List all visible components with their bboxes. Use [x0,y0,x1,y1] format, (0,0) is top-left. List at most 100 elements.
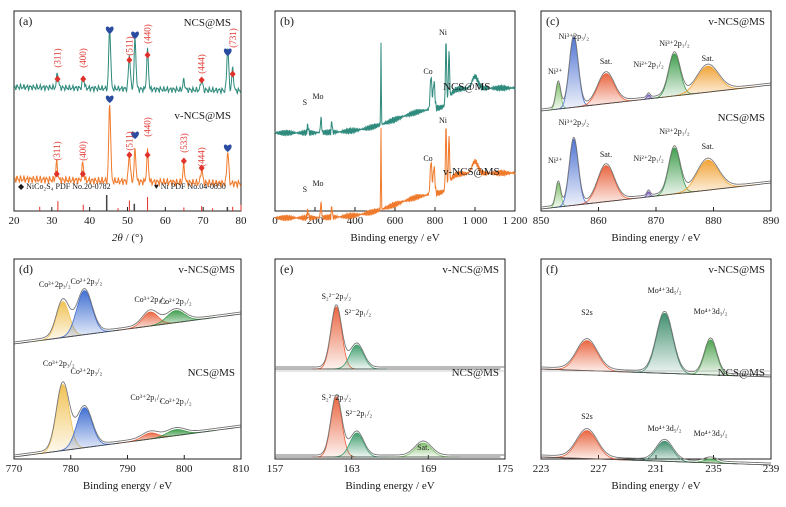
x-tick-label: 223 [533,463,550,475]
x-tick-label: 780 [63,463,80,475]
diamond-marker [180,157,187,165]
hkl-label: (731) [228,28,238,48]
component-label: S²⁻2p₁/₂ [344,308,371,317]
component-label: Sat. [600,57,612,66]
hkl-label: (440) [143,117,153,137]
element-label: Ni [439,116,448,125]
panel-c: (c) 850 860 870 880 890 Binding energy / eV v-N… [533,10,780,244]
heart-marker [223,48,232,56]
component-label: Ni²⁺2p₁/₂ [633,60,664,69]
hkl-label: (444) [197,54,207,74]
envelope-line [540,136,771,208]
envelope-line [541,310,771,376]
x-axis-label: Binding energy / eV [345,480,434,492]
plot-frame [274,258,506,460]
component-label: Mo⁴⁺3d₅/₂ [648,424,682,433]
baseline [540,84,772,112]
x-tick-label: 810 [233,463,250,475]
x-tick-label: 870 [648,215,665,227]
component-label: Co³⁺2p₁/₂ [130,393,162,402]
x-axis-label: Binding energy / eV [611,232,700,244]
heart-marker [131,131,139,139]
component-label: Co²⁺2p₁/₂ [160,297,192,306]
baseline [540,182,772,210]
x-tick-label: 800 [427,215,444,227]
hkl-label: (440) [143,24,153,44]
hkl-label: (311) [52,141,62,160]
plot-frame [274,10,516,212]
element-label: S [303,185,307,194]
component-label: Co²⁺2p₃/₂ [70,277,102,286]
component-label: Co³⁺2p₃/₂ [39,280,71,289]
baseline [13,313,242,345]
diamond-marker [53,170,60,178]
x-tick-label: 860 [590,215,607,227]
component-label: Ni³⁺2p₁/₂ [659,39,690,48]
x-tick-label: 890 [763,215,780,227]
element-label: Co [423,154,432,163]
x-axis-label: Binding energy / eV [350,232,439,244]
series-line [13,28,241,96]
component-label: Sat. [702,142,714,151]
panel-d: (d) 770 780 790 800 810 Binding energy / eV v-N… [6,258,250,492]
component-peak [627,312,702,375]
x-axis-label: Binding energy / eV [611,480,700,492]
x-tick-label: 0 [272,215,278,227]
panel-label: (b) [280,14,294,28]
diamond-marker [126,56,133,64]
component-label: Co³⁺2p₁/₂ [134,295,166,304]
x-axis-label: 2θ / (°) [112,232,144,244]
series-label: v-NCS@MS [708,264,765,276]
x-tick-label: 1 200 [503,215,528,227]
heart-marker [105,26,114,34]
x-tick-label: 50 [122,215,134,227]
x-tick-label: 880 [705,215,722,227]
component-label: Sat. [702,54,714,63]
envelope-line [13,381,241,456]
diamond-marker [144,51,151,59]
element-label: S [303,98,307,107]
x-tick-label: 157 [267,463,284,475]
panel-a: (a) 20 30 40 50 60 70 80 2θ / (°) NCS@MS v-NCS@MS (… [9,10,248,244]
component-label: Mo⁴⁺3d₅/₂ [648,286,682,295]
baseline [13,426,242,458]
series-label: v-NCS@MS [178,264,235,276]
component-label: Co²⁺2p₁/₂ [160,397,192,406]
x-tick-label: 163 [343,463,360,475]
diamond-marker [80,75,87,83]
series-label: v-NCS@MS [708,16,765,28]
x-tick-label: 770 [6,463,23,475]
x-tick-label: 70 [198,215,210,227]
component-label: Ni³⁺2p₃/₂ [559,118,590,127]
component-label: Co²⁺2p₃/₂ [70,367,102,376]
hkl-label: (400) [78,141,88,161]
x-tick-label: 80 [236,215,248,227]
hkl-label: (311) [53,48,63,67]
legend-ni: ♥ Ni PDF No.04-0850 [154,182,226,191]
panel-label: (c) [546,14,559,28]
diamond-marker [79,170,86,178]
hkl-label: (533) [179,133,189,153]
hkl-label: (444) [197,147,207,167]
hkl-label: (400) [78,48,88,68]
x-tick-label: 20 [9,215,21,227]
x-tick-label: 600 [387,215,404,227]
series-label: NCS@MS [718,367,765,379]
heart-marker [105,95,114,103]
x-tick-label: 800 [176,463,193,475]
x-tick-label: 175 [497,463,514,475]
series-label: v-NCS@MS [443,166,500,178]
series-label: NCS@MS [452,367,499,379]
hkl-label: (511) [124,131,134,150]
x-tick-label: 235 [705,463,722,475]
element-label: Mo [312,179,323,188]
diamond-marker [144,151,151,159]
series-label: v-NCS@MS [442,264,499,276]
series-line [274,42,516,137]
element-label: Ni [439,28,448,37]
diamond-marker [198,76,205,84]
hkl-label: (511) [124,36,134,55]
series-label: NCS@MS [443,81,490,93]
x-tick-label: 60 [160,215,172,227]
